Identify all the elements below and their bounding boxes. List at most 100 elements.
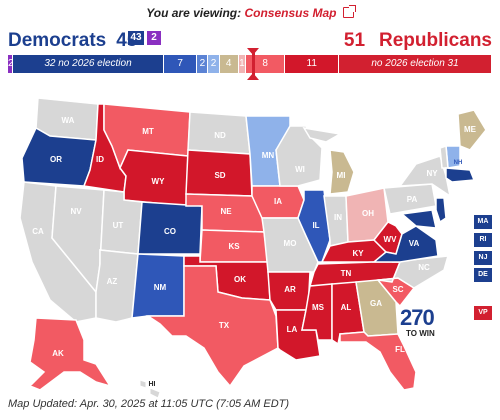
state-pa[interactable]: PA [383, 183, 437, 215]
majority-marker-bottom [247, 73, 259, 80]
seat-bar-segment[interactable]: 7 [163, 55, 198, 73]
state-me[interactable]: ME [457, 109, 487, 151]
external-link-icon[interactable] [342, 5, 356, 18]
logo-text: TO WIN [406, 329, 435, 338]
side-box-de[interactable]: DE [474, 268, 492, 282]
state-label-mi: MI [337, 171, 346, 180]
logo-number: 270 [400, 305, 435, 330]
state-md[interactable] [400, 209, 437, 229]
state-label-wi: WI [295, 165, 305, 174]
state-label-nc: NC [418, 263, 430, 272]
state-label-va: VA [409, 239, 420, 248]
state-label-ms: MS [312, 303, 325, 312]
state-label-ca: CA [32, 227, 44, 236]
seat-bar-segment[interactable]: no 2026 election 31 [339, 55, 492, 73]
democrats-header: Democrats 45 [8, 30, 137, 52]
state-fl[interactable]: FL [339, 331, 417, 391]
state-label-in: IN [334, 213, 342, 222]
state-label-il: IL [312, 221, 319, 230]
state-label-mn: MN [262, 151, 275, 160]
state-label-ky: KY [352, 249, 364, 258]
majority-marker-top [247, 48, 259, 55]
republicans-label: Republicans [379, 30, 492, 51]
seat-bar-segment[interactable]: 8 [245, 55, 286, 73]
state-ks[interactable]: KS [199, 229, 269, 263]
state-label-ok: OK [234, 275, 246, 284]
state-label-ny: NY [426, 169, 438, 178]
state-label-mt: MT [142, 127, 154, 136]
side-box-ri[interactable]: RI [474, 233, 492, 247]
state-co[interactable]: CO [137, 201, 203, 255]
state-label-ga: GA [370, 299, 382, 308]
state-label-fl: FL [395, 345, 405, 354]
state-label-la: LA [287, 325, 298, 334]
state-va[interactable]: VA [371, 225, 439, 263]
state-hi[interactable]: HI [139, 379, 161, 399]
vp-box[interactable]: VP [474, 306, 492, 320]
state-label-al: AL [341, 303, 352, 312]
state-label-hi: HI [149, 381, 156, 388]
state-nm[interactable]: NM [131, 253, 185, 319]
state-label-ut: UT [113, 221, 124, 230]
state-label-co: CO [164, 227, 176, 236]
seat-bar-segment[interactable]: 11 [285, 55, 340, 73]
state-az[interactable]: AZ [95, 249, 139, 323]
seat-bar-segment[interactable]: 32 no 2026 election [13, 55, 164, 73]
side-box-ma[interactable]: MA [474, 215, 492, 229]
state-label-wv: WV [384, 235, 398, 244]
us-map: WA OR CA NV ID MT WY [19, 97, 487, 399]
state-wy[interactable]: WY [119, 149, 189, 207]
state-sd[interactable]: SD [185, 149, 253, 197]
republicans-header: 51 Republicans [344, 30, 492, 52]
seat-bar-segment[interactable]: 2 [208, 55, 220, 73]
state-ar[interactable]: AR [267, 271, 311, 311]
seat-bar-segment[interactable]: 2 [197, 55, 209, 73]
side-box-nj[interactable]: NJ [474, 251, 492, 265]
seat-bar-segment[interactable]: 2 [8, 55, 14, 73]
state-nd[interactable]: ND [187, 111, 251, 155]
state-label-ks: KS [228, 242, 240, 251]
democrats-label: Democrats [8, 30, 107, 51]
nh-label: NH [454, 160, 463, 166]
state-label-ak: AK [52, 349, 64, 358]
state-mi[interactable]: MI [302, 126, 355, 195]
state-label-mo: MO [284, 239, 297, 248]
state-label-or: OR [50, 155, 62, 164]
state-label-ar: AR [284, 285, 296, 294]
republicans-total: 51 [343, 30, 366, 51]
state-label-ne: NE [220, 207, 232, 216]
state-label-sd: SD [214, 171, 225, 180]
seat-bar-segment[interactable]: 1 [238, 55, 246, 73]
270towin-logo[interactable]: 270 TO WIN [400, 305, 435, 338]
state-nj[interactable] [435, 197, 447, 224]
seat-bar: 2 32 no 2026 election 7 2 2 4 1 8 11 no … [8, 55, 492, 73]
state-label-id: ID [96, 155, 104, 164]
state-ia[interactable]: IA [251, 185, 305, 219]
state-label-me: ME [464, 125, 477, 134]
state-label-ia: IA [274, 197, 282, 206]
state-label-nd: ND [214, 131, 226, 140]
state-label-az: AZ [107, 277, 118, 286]
state-nc[interactable]: NC [377, 255, 450, 289]
state-label-tn: TN [341, 269, 352, 278]
viewing-line: You are viewing: Consensus Map [0, 5, 500, 20]
state-label-tx: TX [219, 321, 230, 330]
state-ma[interactable] [445, 167, 476, 183]
seat-bar-segment[interactable]: 4 [219, 55, 239, 73]
majority-marker [252, 50, 255, 78]
state-label-nm: NM [154, 283, 167, 292]
independents-seat-box: 2 [147, 31, 161, 45]
state-ak[interactable]: AK [28, 317, 112, 391]
state-label-pa: PA [407, 195, 418, 204]
state-vt[interactable] [439, 144, 449, 169]
state-tx[interactable]: TX [145, 265, 279, 388]
state-label-sc: SC [392, 285, 403, 294]
state-label-oh: OH [362, 209, 374, 218]
state-label-wy: WY [152, 177, 166, 186]
viewing-prefix: You are viewing: [146, 6, 242, 20]
state-label-wa: WA [62, 116, 75, 125]
consensus-map-link[interactable]: Consensus Map [244, 6, 337, 20]
democrats-seat-box: 43 [128, 31, 144, 45]
map-updated-footer: Map Updated: Apr. 30, 2025 at 11:05 UTC … [8, 398, 290, 410]
state-label-nv: NV [70, 207, 82, 216]
